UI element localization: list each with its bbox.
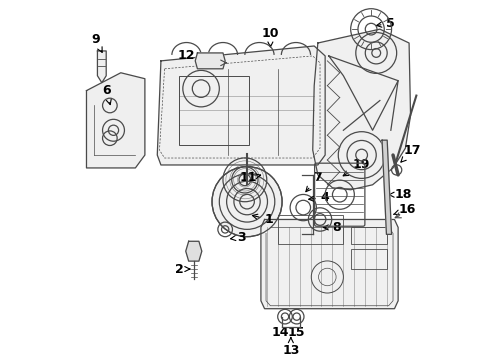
Text: 6: 6 [102, 84, 111, 105]
Text: 3: 3 [230, 231, 245, 244]
Polygon shape [381, 140, 391, 234]
Polygon shape [312, 29, 410, 190]
Text: 17: 17 [400, 144, 421, 162]
Bar [179, 76, 248, 145]
Text: 13: 13 [282, 338, 299, 357]
Text: 15: 15 [287, 326, 305, 339]
Polygon shape [97, 51, 106, 83]
Text: 5: 5 [376, 17, 394, 30]
Polygon shape [195, 53, 224, 69]
Text: 8: 8 [323, 221, 340, 234]
Text: 16: 16 [393, 203, 415, 216]
Text: 7: 7 [305, 171, 322, 192]
Text: 11: 11 [239, 171, 260, 184]
Circle shape [212, 167, 282, 237]
Text: 12: 12 [177, 49, 205, 62]
Text: 14: 14 [270, 326, 288, 339]
Bar [350, 228, 386, 244]
Text: 18: 18 [388, 188, 411, 201]
Polygon shape [185, 241, 202, 261]
Text: 1: 1 [252, 213, 273, 226]
Text: 9: 9 [91, 32, 102, 52]
Polygon shape [261, 220, 397, 309]
Text: 2: 2 [174, 262, 189, 275]
Text: 19: 19 [343, 158, 369, 176]
Text: 10: 10 [261, 27, 279, 47]
Bar [350, 249, 386, 269]
Bar [277, 215, 343, 244]
Polygon shape [86, 73, 144, 168]
Text: 4: 4 [308, 191, 329, 204]
Polygon shape [157, 46, 325, 165]
